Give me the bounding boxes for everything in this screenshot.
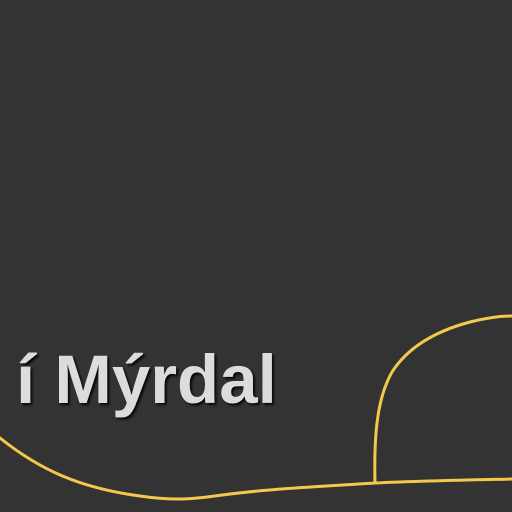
- yellow-arc-line: [373, 314, 512, 485]
- yellow-swoosh-line: [0, 436, 512, 501]
- place-name-label: í Mýrdal: [16, 341, 277, 418]
